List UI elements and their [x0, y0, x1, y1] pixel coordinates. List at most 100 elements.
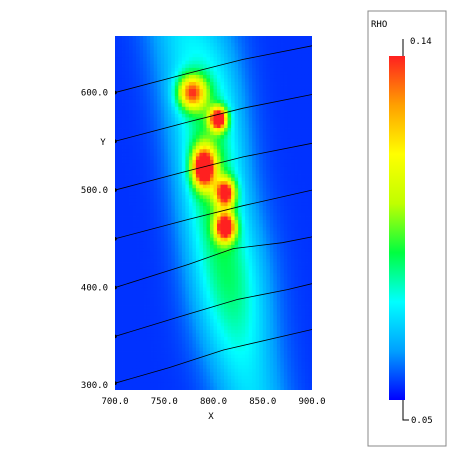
heatmap-cell: [241, 340, 246, 345]
heatmap-cell: [234, 117, 239, 122]
heatmap-cell: [115, 322, 119, 327]
heatmap-cell: [174, 251, 179, 256]
heatmap-cell: [262, 82, 267, 86]
heatmap-cell: [146, 57, 151, 62]
heatmap-cell: [213, 170, 218, 175]
heatmap-cell: [188, 230, 193, 235]
heatmap-cell: [273, 188, 278, 193]
heatmap-cell: [294, 230, 299, 235]
heatmap-cell: [115, 266, 119, 271]
heatmap-cell: [259, 287, 264, 292]
heatmap-cell: [273, 74, 278, 79]
heatmap-cell: [301, 195, 306, 200]
heatmap-cell: [150, 202, 155, 207]
heatmap-cell: [241, 135, 246, 140]
heatmap-cell: [157, 60, 162, 65]
heatmap-cell: [304, 326, 309, 331]
heatmap-cell: [245, 287, 250, 292]
heatmap-cell: [259, 195, 264, 200]
heatmap-cell: [206, 340, 211, 345]
heatmap-cell: [185, 301, 190, 306]
heatmap-cell: [276, 92, 281, 97]
heatmap-cell: [287, 85, 292, 90]
heatmap-cell: [192, 106, 197, 111]
heatmap-cell: [238, 131, 243, 136]
heatmap-cell: [255, 301, 260, 306]
heatmap-cell: [217, 39, 221, 44]
heatmap-cell: [185, 110, 190, 115]
heatmap-cell: [217, 92, 221, 97]
heatmap-cell: [150, 67, 155, 72]
heatmap-cell: [241, 202, 246, 207]
heatmap-cell: [150, 181, 155, 186]
heatmap-cell: [164, 39, 169, 44]
heatmap-cell: [129, 312, 133, 317]
heatmap-cell: [259, 202, 264, 207]
heatmap-cell: [171, 315, 176, 320]
heatmap-cell: [266, 220, 271, 225]
heatmap-cell: [129, 326, 133, 331]
heatmap-cell: [164, 329, 169, 334]
heatmap-cell: [238, 273, 243, 278]
heatmap-cell: [139, 60, 144, 65]
heatmap-cell: [122, 297, 126, 302]
heatmap-cell: [153, 174, 158, 178]
heatmap-cell: [213, 85, 218, 90]
heatmap-cell: [202, 159, 207, 164]
heatmap-cell: [294, 113, 299, 118]
heatmap-cell: [269, 276, 274, 281]
heatmap-cell: [266, 202, 271, 207]
heatmap-cell: [297, 78, 302, 83]
heatmap-cell: [188, 156, 193, 161]
heatmap-cell: [122, 205, 126, 210]
heatmap-cell: [245, 315, 250, 320]
heatmap-cell: [132, 103, 137, 108]
heatmap-cell: [143, 191, 148, 196]
heatmap-cell: [171, 50, 176, 55]
heatmap-cell: [301, 36, 306, 40]
heatmap-cell: [209, 117, 214, 122]
heatmap-cell: [195, 251, 200, 256]
heatmap-cell: [202, 262, 207, 267]
heatmap-cell: [164, 312, 169, 317]
heatmap-cell: [174, 195, 179, 200]
heatmap-cell: [153, 96, 158, 101]
heatmap-cell: [283, 110, 288, 115]
heatmap-cell: [178, 223, 183, 228]
heatmap-cell: [157, 251, 162, 256]
heatmap-cell: [171, 234, 176, 239]
heatmap-cell: [290, 237, 295, 242]
heatmap-cell: [164, 266, 169, 271]
heatmap-cell: [238, 209, 243, 214]
heatmap-cell: [297, 347, 302, 352]
heatmap-cell: [269, 251, 274, 256]
heatmap-cell: [234, 50, 239, 55]
heatmap-cell: [136, 106, 141, 111]
heatmap-cell: [164, 156, 169, 161]
heatmap-cell: [283, 283, 288, 288]
heatmap-cell: [122, 227, 126, 232]
heatmap-cell: [129, 290, 133, 295]
heatmap-cell: [290, 46, 295, 51]
heatmap-cell: [139, 36, 144, 40]
heatmap-cell: [157, 234, 162, 239]
heatmap-cell: [192, 67, 197, 72]
heatmap-cell: [220, 273, 225, 278]
heatmap-cell: [217, 142, 221, 147]
heatmap-cell: [206, 117, 211, 122]
heatmap-cell: [178, 120, 183, 125]
heatmap-cell: [255, 234, 260, 239]
heatmap-cell: [287, 78, 292, 83]
heatmap-cell: [217, 234, 221, 239]
heatmap-cell: [185, 326, 190, 331]
heatmap-cell: [290, 152, 295, 157]
heatmap-cell: [290, 230, 295, 235]
heatmap-cell: [153, 142, 158, 147]
heatmap-cell: [269, 85, 274, 90]
heatmap-cell: [143, 230, 148, 235]
heatmap-cell: [178, 216, 183, 221]
heatmap-cell: [280, 85, 285, 90]
heatmap-cell: [259, 251, 264, 256]
heatmap-cell: [129, 294, 133, 299]
heatmap-cell: [122, 163, 126, 168]
